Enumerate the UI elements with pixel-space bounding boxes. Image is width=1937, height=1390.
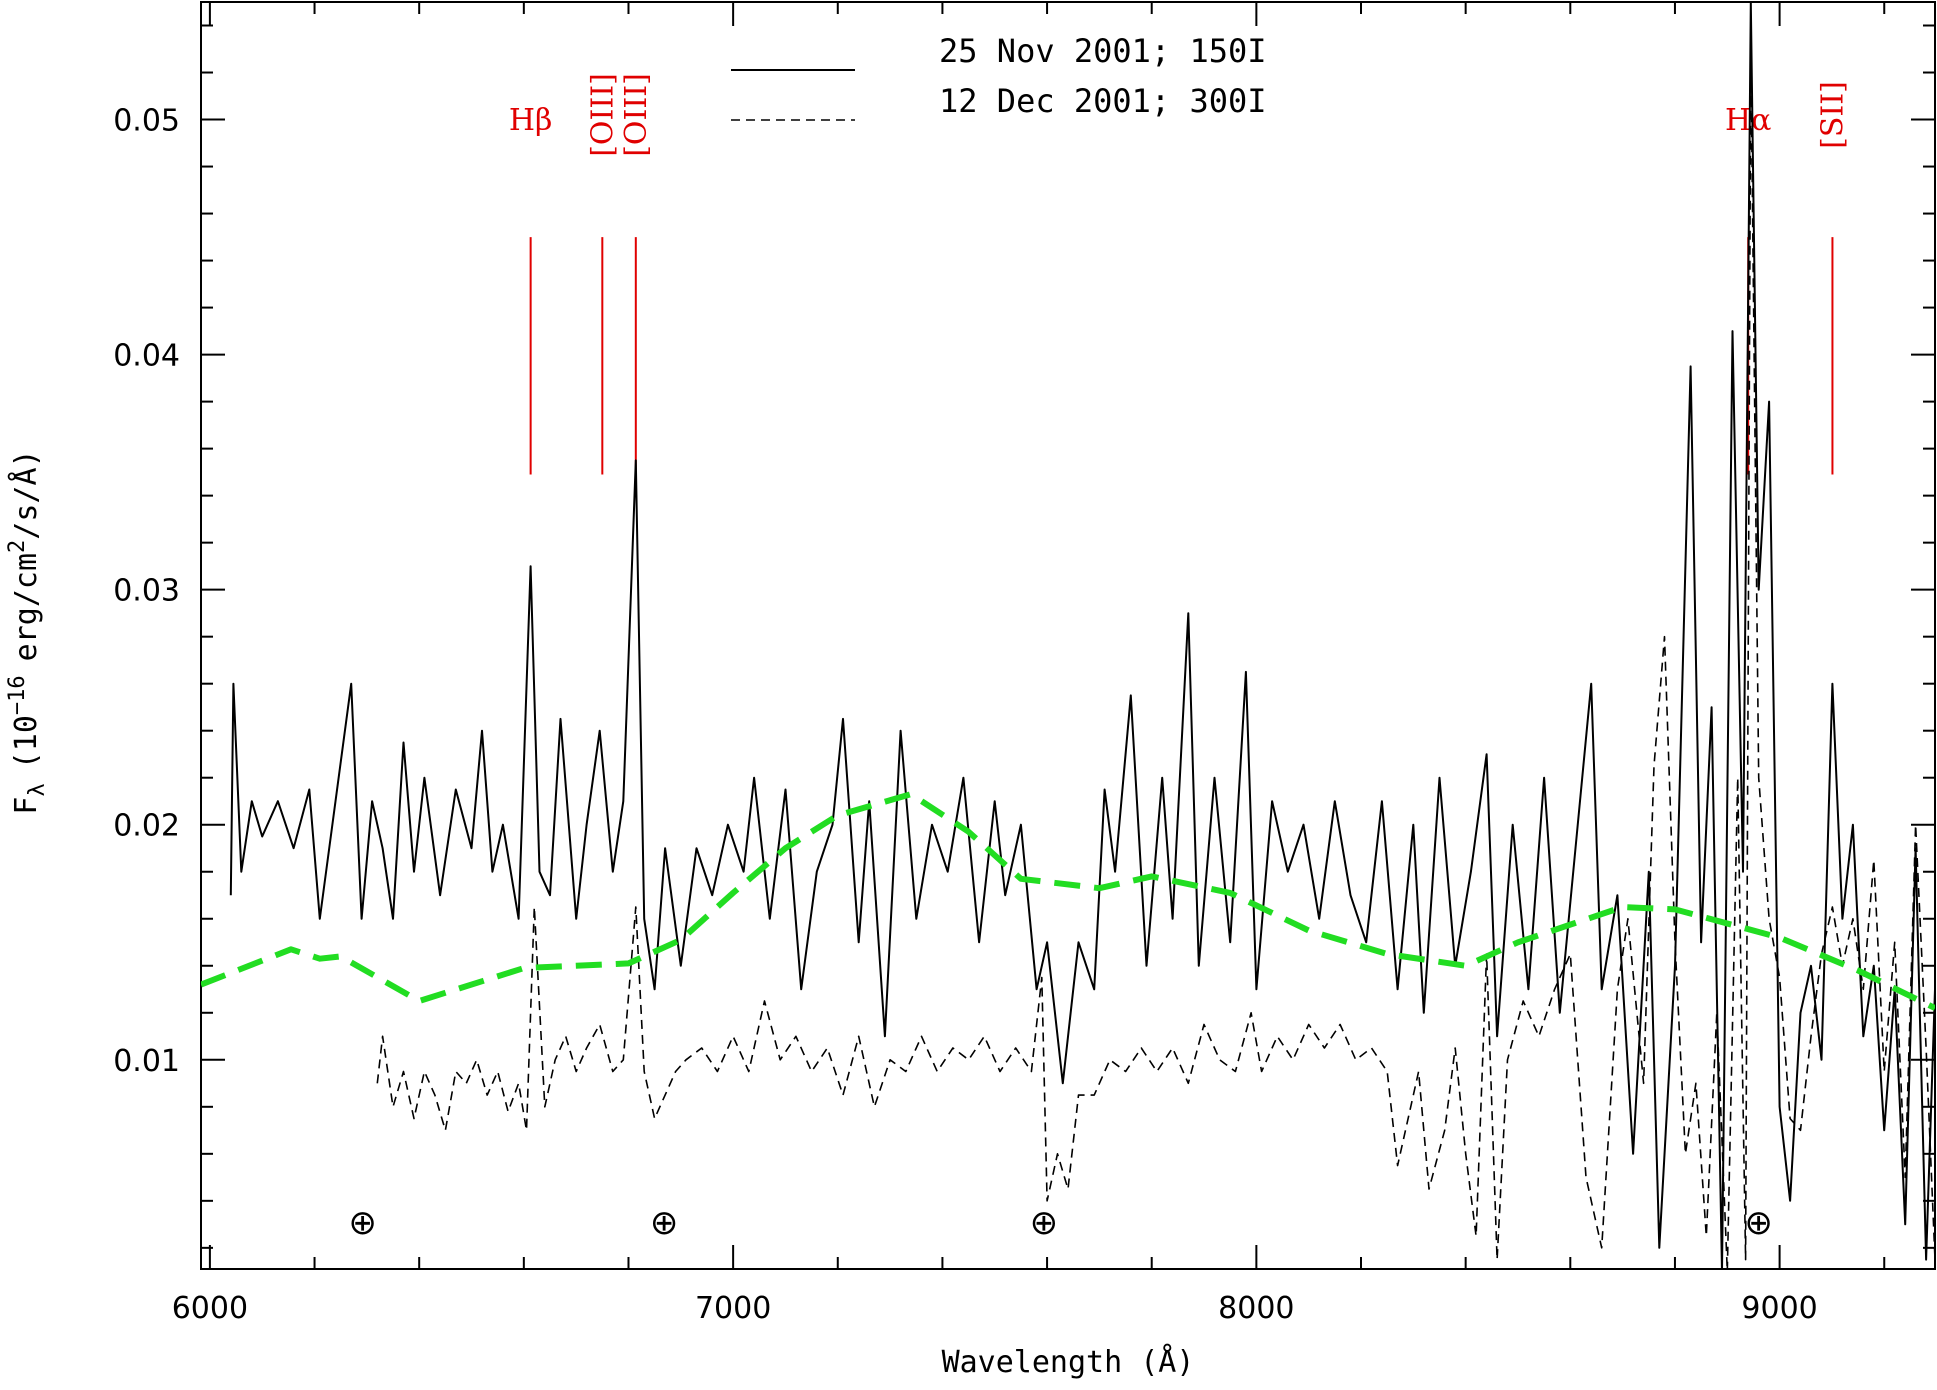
- x-tick-label: 8000: [1218, 1291, 1294, 1326]
- y-title-part: λ: [25, 783, 50, 796]
- emission-line-label: [OIII]: [585, 73, 620, 157]
- y-title-part: /s/Å): [8, 449, 44, 539]
- series-group: [201, 2, 1935, 1269]
- series-line: [201, 791, 1935, 1011]
- y-title-part: erg/cm: [9, 553, 44, 661]
- x-tick-label: 6000: [172, 1291, 248, 1326]
- y-title-part: (10: [9, 715, 44, 769]
- legend-label: 25 Nov 2001; 150I: [939, 32, 1267, 70]
- x-axis-title: Wavelength (Å): [942, 1344, 1195, 1380]
- emission-line-label: Hα: [1725, 103, 1771, 138]
- y-axis-title: Fλ (10−16 erg/cm2/s/Å): [5, 449, 50, 814]
- y-tick-label: 0.02: [113, 809, 180, 844]
- plot-frame: [200, 1, 1936, 1270]
- y-tick-label: 0.01: [113, 1044, 180, 1079]
- emission-line-label: Hβ: [509, 103, 553, 138]
- y-tick-label: 0.04: [113, 339, 180, 374]
- x-tick-label: 7000: [695, 1291, 771, 1326]
- telluric-marker: ⊕: [348, 1203, 377, 1243]
- telluric-marker: ⊕: [650, 1203, 679, 1243]
- emission-line-label: [SII]: [1815, 81, 1850, 149]
- series-line: [229, 2, 1935, 1269]
- y-tick-label: 0.05: [113, 104, 180, 139]
- emission-line-label: [OIII]: [619, 73, 654, 157]
- y-tick-label: 0.03: [113, 574, 180, 609]
- y-title-part: −16: [5, 675, 30, 715]
- y-title-part: 2: [5, 540, 30, 553]
- series-line: [376, 48, 1935, 1269]
- legend-label: 12 Dec 2001; 300I: [939, 82, 1267, 120]
- y-title-part: F: [9, 797, 44, 815]
- x-tick-label: 9000: [1741, 1291, 1817, 1326]
- telluric-marker: ⊕: [1030, 1203, 1059, 1243]
- telluric-marker: ⊕: [1744, 1203, 1773, 1243]
